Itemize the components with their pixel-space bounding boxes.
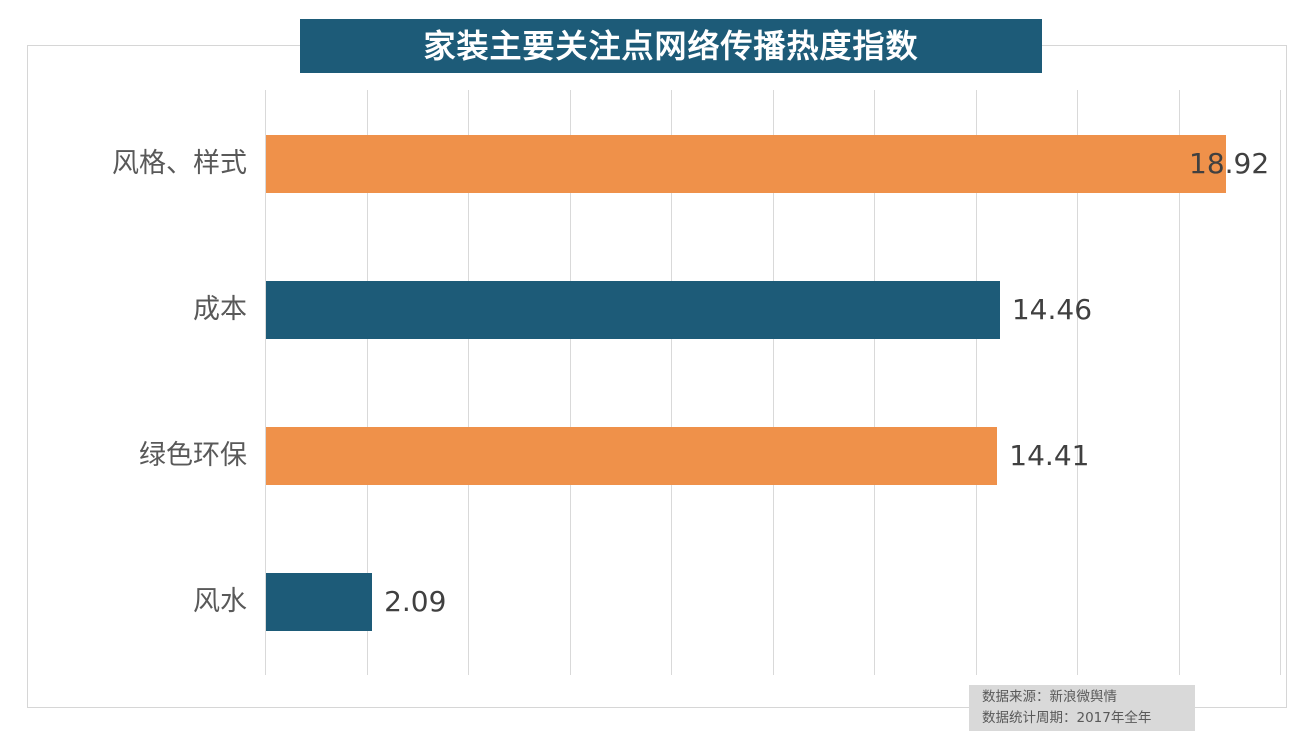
value-label: 18.92 (1189, 147, 1270, 180)
gridline-x-14 (975, 90, 977, 675)
bar-2 (266, 281, 1000, 339)
gridline-x-10 (772, 90, 774, 675)
gridline-x-20 (1280, 90, 1281, 675)
bar-1 (266, 135, 1227, 193)
gridline-x-0 (265, 90, 266, 675)
category-label: 风水 (193, 586, 247, 617)
value-label: 14.41 (1009, 439, 1090, 472)
gridline-x-18 (1178, 90, 1180, 675)
source-line-2: 数据统计周期：2017年全年 (982, 710, 1152, 726)
category-label: 成本 (193, 294, 247, 325)
bar-4 (266, 573, 373, 631)
bar-3 (266, 427, 998, 485)
gridline-x-4 (468, 90, 469, 675)
gridline-x-2 (366, 90, 368, 675)
category-label: 风格、样式 (112, 148, 247, 179)
value-label: 2.09 (384, 585, 447, 618)
source-note: 数据来源：新浪微舆情 数据统计周期：2017年全年 (969, 685, 1195, 731)
category-label: 绿色环保 (139, 440, 247, 471)
gridline-x-16 (1077, 90, 1078, 675)
source-line-1: 数据来源：新浪微舆情 (982, 689, 1117, 705)
value-label: 14.46 (1011, 293, 1093, 326)
gridline-x-12 (874, 90, 875, 675)
chart-title: 家装主要关注点网络传播热度指数 (300, 19, 1042, 73)
gridline-x-8 (671, 90, 672, 675)
gridline-x-6 (569, 90, 571, 675)
